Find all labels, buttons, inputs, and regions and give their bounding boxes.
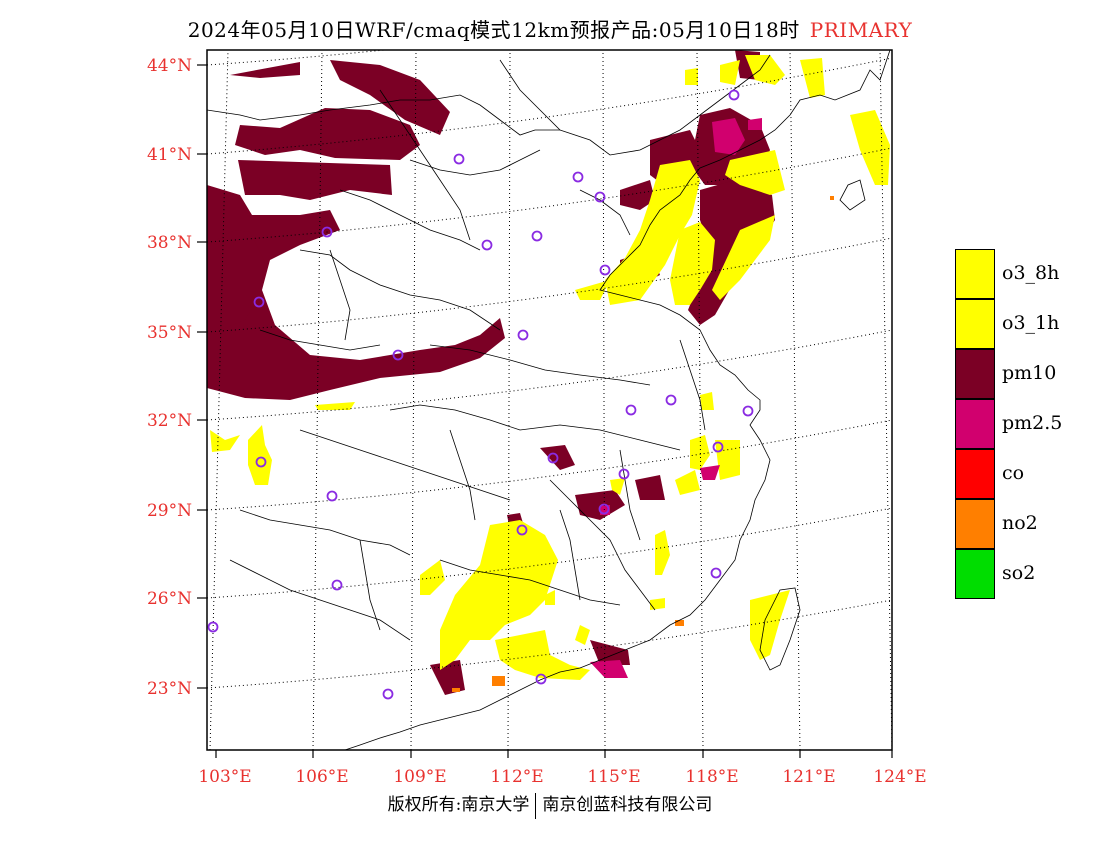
lat-label-32: 32°N <box>147 411 192 431</box>
legend-swatch <box>955 299 995 349</box>
lon-label-121: 121°E <box>782 767 835 787</box>
legend-swatch <box>955 399 995 449</box>
lon-label-103: 103°E <box>198 767 251 787</box>
lon-label-112: 112°E <box>490 767 543 787</box>
copyright-company: 南京创蓝科技有限公司 <box>542 795 713 815</box>
lat-label-23: 23°N <box>147 679 192 699</box>
lat-label-29: 29°N <box>147 501 192 521</box>
legend-swatch <box>955 549 995 599</box>
lat-label-35: 35°N <box>147 323 192 343</box>
map-area <box>207 50 892 750</box>
legend-label: co <box>1002 462 1025 484</box>
lat-label-38: 38°N <box>147 233 192 253</box>
legend-swatch <box>955 499 995 549</box>
map-frame <box>206 49 893 751</box>
tick-marks <box>197 64 893 758</box>
copyright-footer: 版权所有:南京大学 南京创蓝科技有限公司 <box>0 790 1100 819</box>
legend-swatch <box>955 449 995 499</box>
legend-label: so2 <box>1002 562 1036 584</box>
legend-label: pm10 <box>1002 362 1057 384</box>
lat-labels: 23°N 26°N 29°N 32°N 35°N 38°N 41°N 44°N <box>147 56 192 699</box>
legend-label: no2 <box>1002 512 1038 534</box>
lon-label-118: 118°E <box>685 767 738 787</box>
lon-label-124: 124°E <box>873 767 926 787</box>
copyright-owner: 版权所有:南京大学 <box>387 795 530 815</box>
pollutant-field-no2 <box>452 196 834 692</box>
boundaries <box>207 50 891 750</box>
pollutant-field-o3 <box>210 55 890 680</box>
copyright-separator <box>535 792 537 819</box>
legend-swatch <box>955 349 995 399</box>
lat-label-26: 26°N <box>147 589 192 609</box>
title-variable: PRIMARY <box>809 18 913 42</box>
lon-label-109: 109°E <box>393 767 446 787</box>
lat-label-41: 41°N <box>147 145 192 165</box>
station-markers <box>207 89 754 700</box>
legend-label: o3_1h <box>1002 312 1060 334</box>
legend-label: o3_8h <box>1002 262 1060 284</box>
lon-labels: 103°E 106°E 109°E 112°E 115°E 118°E 121°… <box>198 767 926 787</box>
legend-label: pm2.5 <box>1002 412 1063 434</box>
graticule <box>207 50 892 750</box>
lon-label-106: 106°E <box>295 767 348 787</box>
lon-label-115: 115°E <box>587 767 640 787</box>
title-main: 2024年05月10日WRF/cmaq模式12km预报产品:05月10日18时 <box>187 18 800 42</box>
legend-swatch <box>955 249 995 299</box>
lat-label-44: 44°N <box>147 56 192 76</box>
map-title: 2024年05月10日WRF/cmaq模式12km预报产品:05月10日18时 P… <box>0 14 1100 43</box>
